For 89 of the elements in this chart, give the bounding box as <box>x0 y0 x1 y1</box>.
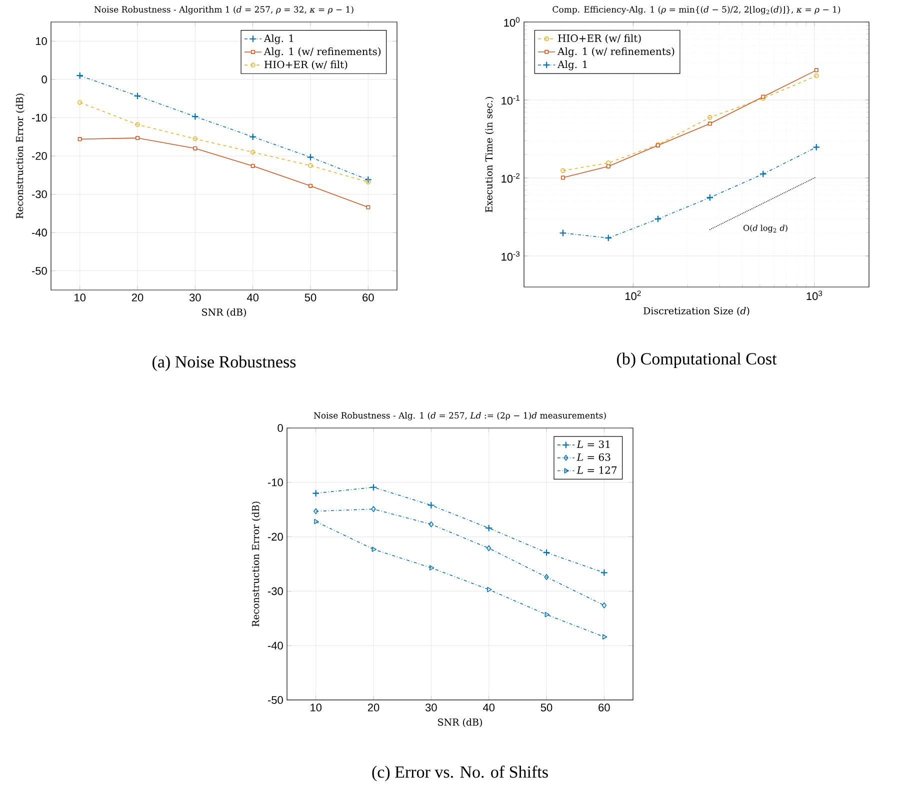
chart-title: Noise Robustness - Alg. 1 (d = 257, Ld := (2ρ − 1)d measurements) <box>314 412 606 420</box>
point <box>366 205 370 210</box>
y-tick-label: 10$^{-2}$ <box>502 173 520 183</box>
chart-title: Noise Robustness - Algorithm 1 (d = 257, ρ = 32, κ = ρ − 1) <box>94 6 354 14</box>
y-tick-label: 10$^{-3}$ <box>502 251 520 261</box>
legend-label: HIO+ER (w/ filt) <box>558 34 641 44</box>
legend-label: Alg. 1 (w/ refinements) <box>264 47 381 58</box>
point <box>544 574 549 580</box>
point <box>427 501 435 509</box>
y-tick-label: -20 <box>268 532 283 541</box>
x-tick-label: 30 <box>425 704 437 712</box>
y-tick-label: -50 <box>268 696 283 704</box>
chart-title: Comp. Efficiency-Alg. 1 (ρ = min{(d − 5)/2, 2⌊log$_{2}$(d)⌋}, κ = ρ − 1) <box>552 6 840 14</box>
legend-label: L = 63 <box>576 453 610 461</box>
point <box>602 602 607 608</box>
x-tick-label: 40 <box>246 294 259 302</box>
point <box>487 586 492 592</box>
x-tick-label: 30 <box>189 294 201 302</box>
text: (a) Noise Robustness <box>152 356 296 372</box>
y-axis-title: Reconstruction Error (dB) <box>252 502 261 627</box>
point <box>372 546 377 552</box>
point <box>192 136 198 142</box>
x-axis-title: SNR (dB) <box>202 308 246 318</box>
y-axis-title: Execution Time (in sec.) <box>485 96 494 212</box>
point <box>314 518 319 524</box>
legend-label: Alg. 1 <box>557 60 587 70</box>
y-tick-label: 10$^{0}$ <box>504 17 520 27</box>
x-tick-label: 20 <box>368 704 380 712</box>
y-tick-label: 10$^{-1}$ <box>502 95 520 105</box>
y-tick-label: -30 <box>32 190 47 198</box>
x-tick-label: 50 <box>540 704 552 712</box>
point <box>542 548 550 556</box>
x-tick-label: 20 <box>132 294 144 302</box>
point <box>193 146 198 150</box>
point <box>364 176 372 184</box>
point <box>135 122 140 127</box>
point <box>308 184 313 188</box>
point <box>191 112 199 120</box>
point <box>249 133 257 141</box>
y-tick-label: 10 <box>36 37 47 46</box>
y-tick-label: -10 <box>268 478 283 486</box>
y-tick-label: 0 <box>278 424 283 432</box>
legend-label: L = 31 <box>576 440 610 448</box>
text: (b) Computational Cost <box>616 352 777 368</box>
y-tick-label: -10 <box>32 114 47 122</box>
annotation: O(d log$_{2}$ d) <box>743 224 788 233</box>
x-tick-label: 10 <box>74 294 86 302</box>
y-tick-label: -30 <box>268 587 283 596</box>
point <box>250 164 255 168</box>
y-tick-label: -40 <box>32 228 47 236</box>
x-tick-label: 40 <box>482 704 495 712</box>
x-axis-title: SNR (dB) <box>438 718 482 728</box>
point <box>544 612 550 618</box>
x-tick-label: 10$^{3}$ <box>806 290 822 300</box>
legend-label: Alg. 1 (w/ refinements) <box>557 47 674 58</box>
point <box>250 150 256 155</box>
point <box>312 490 320 498</box>
point <box>486 545 492 552</box>
point <box>600 568 608 576</box>
legend-label: HIO+ER (w/ filt) <box>264 60 348 70</box>
point <box>77 100 82 105</box>
y-tick-label: -20 <box>32 152 47 160</box>
x-tick-label: 50 <box>304 294 316 302</box>
text: (c) Error vs. No. of Shifts <box>372 766 548 782</box>
point <box>485 524 493 532</box>
x-axis-title: Discretization Size (d) <box>644 307 750 316</box>
legend-label: Alg. 1 <box>264 34 294 44</box>
point <box>134 92 142 100</box>
point <box>602 634 608 640</box>
x-tick-label: 60 <box>598 704 610 712</box>
point <box>371 506 376 512</box>
point <box>306 153 314 161</box>
x-tick-label: 60 <box>362 294 374 302</box>
point <box>313 508 318 514</box>
x-tick-label: 10 <box>310 704 322 712</box>
y-tick-label: -40 <box>268 642 283 650</box>
x-tick-label: 10$^{2}$ <box>625 290 641 300</box>
point <box>308 163 313 168</box>
legend-label: L = 127 <box>576 466 617 474</box>
point <box>78 137 82 142</box>
point <box>428 521 434 528</box>
point <box>366 180 371 184</box>
point <box>370 484 378 492</box>
point <box>76 72 84 80</box>
y-tick-label: 0 <box>42 76 47 84</box>
y-axis-title: Reconstruction Error (dB) <box>16 94 25 219</box>
point <box>136 136 140 140</box>
point <box>429 565 434 570</box>
y-tick-label: -50 <box>32 266 47 275</box>
